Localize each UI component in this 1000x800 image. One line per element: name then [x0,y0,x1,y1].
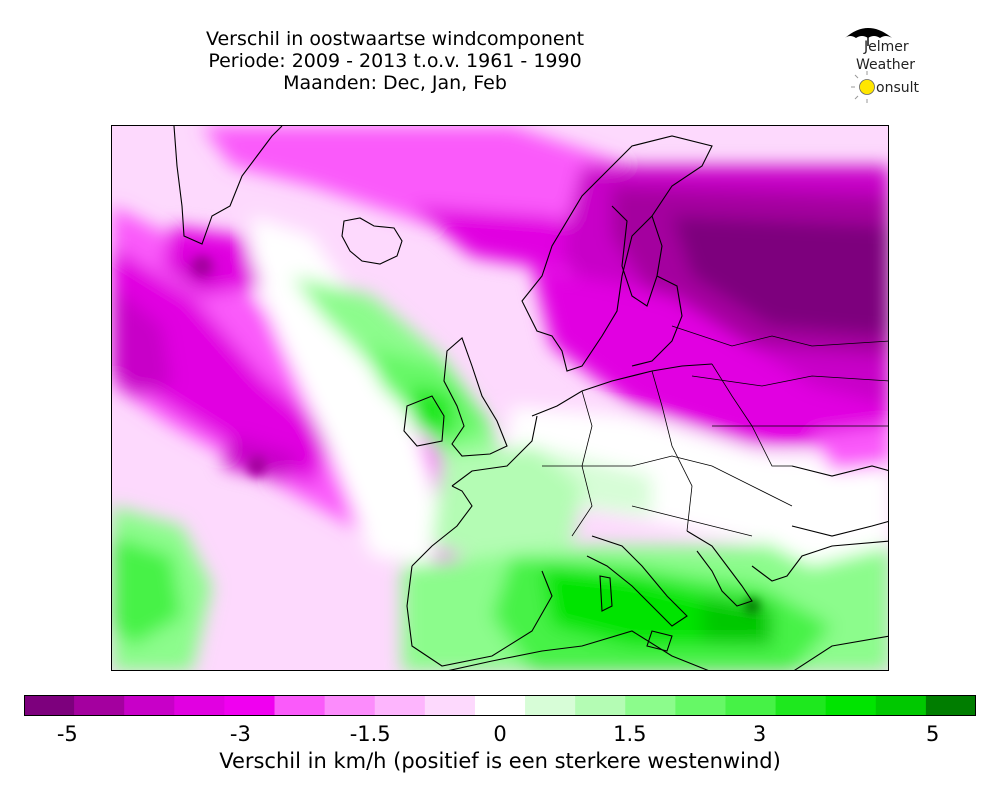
colorbar-tick-label: 0 [493,722,507,746]
italy-outline [586,535,688,627]
logo-line-2: Weather [856,57,915,73]
chart-title: Verschil in oostwaartse windcomponent Pe… [170,28,620,94]
coastlines [173,126,888,670]
colorbar-segment [575,695,626,716]
colorbar-segment [74,695,125,716]
colorbar [24,695,976,716]
colorbar-segment [875,695,927,716]
greenland-outline [173,126,283,245]
colorbar-segment [424,695,476,716]
colorbar-tick-label: -5 [56,722,78,746]
country-borders [542,325,888,537]
wind-anomaly-detail [192,256,760,614]
logo-line-1: Jelmer [864,39,909,55]
logo-line-3-rest: onsult [876,80,919,96]
logo: Jelmer Weather C onsult [840,20,940,104]
colorbar-tick-label: 5 [926,722,940,746]
colorbar-tick-label: 1.5 [613,722,647,746]
colorbar-border [24,695,976,716]
colorbar-segment [675,695,726,716]
title-line-3: Maanden: Dec, Jan, Feb [283,72,507,94]
wind-difference-map [112,126,888,670]
colorbar-segment [725,695,777,716]
colorbar-segment [625,695,676,716]
logo-line-3-initial: C [861,80,871,96]
great-britain-outline [443,337,508,457]
colorbar-segment [124,695,175,716]
map-panel [111,125,889,671]
colorbar-segment [474,695,526,716]
colorbar-segment [174,695,225,716]
wind-anomaly-field [112,126,888,670]
colorbar-tick-label: 3 [752,722,767,746]
colorbar-segment [274,695,326,716]
colorbar-segment [224,695,276,716]
colorbar-segment [525,695,576,716]
colorbar-tick-label: -1.5 [349,722,391,746]
umbrella-icon [845,28,892,103]
north-africa-coast [448,630,709,670]
title-line-1: Verschil in oostwaartse windcomponent [205,28,585,50]
ireland-outline [403,395,445,447]
sun-icon [851,71,875,103]
colorbar-segment [775,695,827,716]
colorbar-label: Verschil in km/h (positief is een sterke… [219,749,781,773]
colorbar-segment [925,695,976,716]
europe-coast-outline [531,363,713,417]
iceland-outline [341,217,403,265]
colorbar-segment [24,695,75,716]
colorbar-segment [324,695,376,716]
title-line-2: Periode: 2009 - 2013 t.o.v. 1961 - 1990 [208,50,582,72]
colorbar-tick-label: -3 [229,722,251,746]
colorbar-segment [825,695,877,716]
colorbar-segment [374,695,426,716]
colorbar-ticks: -5 -3 -1.5 0 1.5 3 5 [24,716,976,746]
